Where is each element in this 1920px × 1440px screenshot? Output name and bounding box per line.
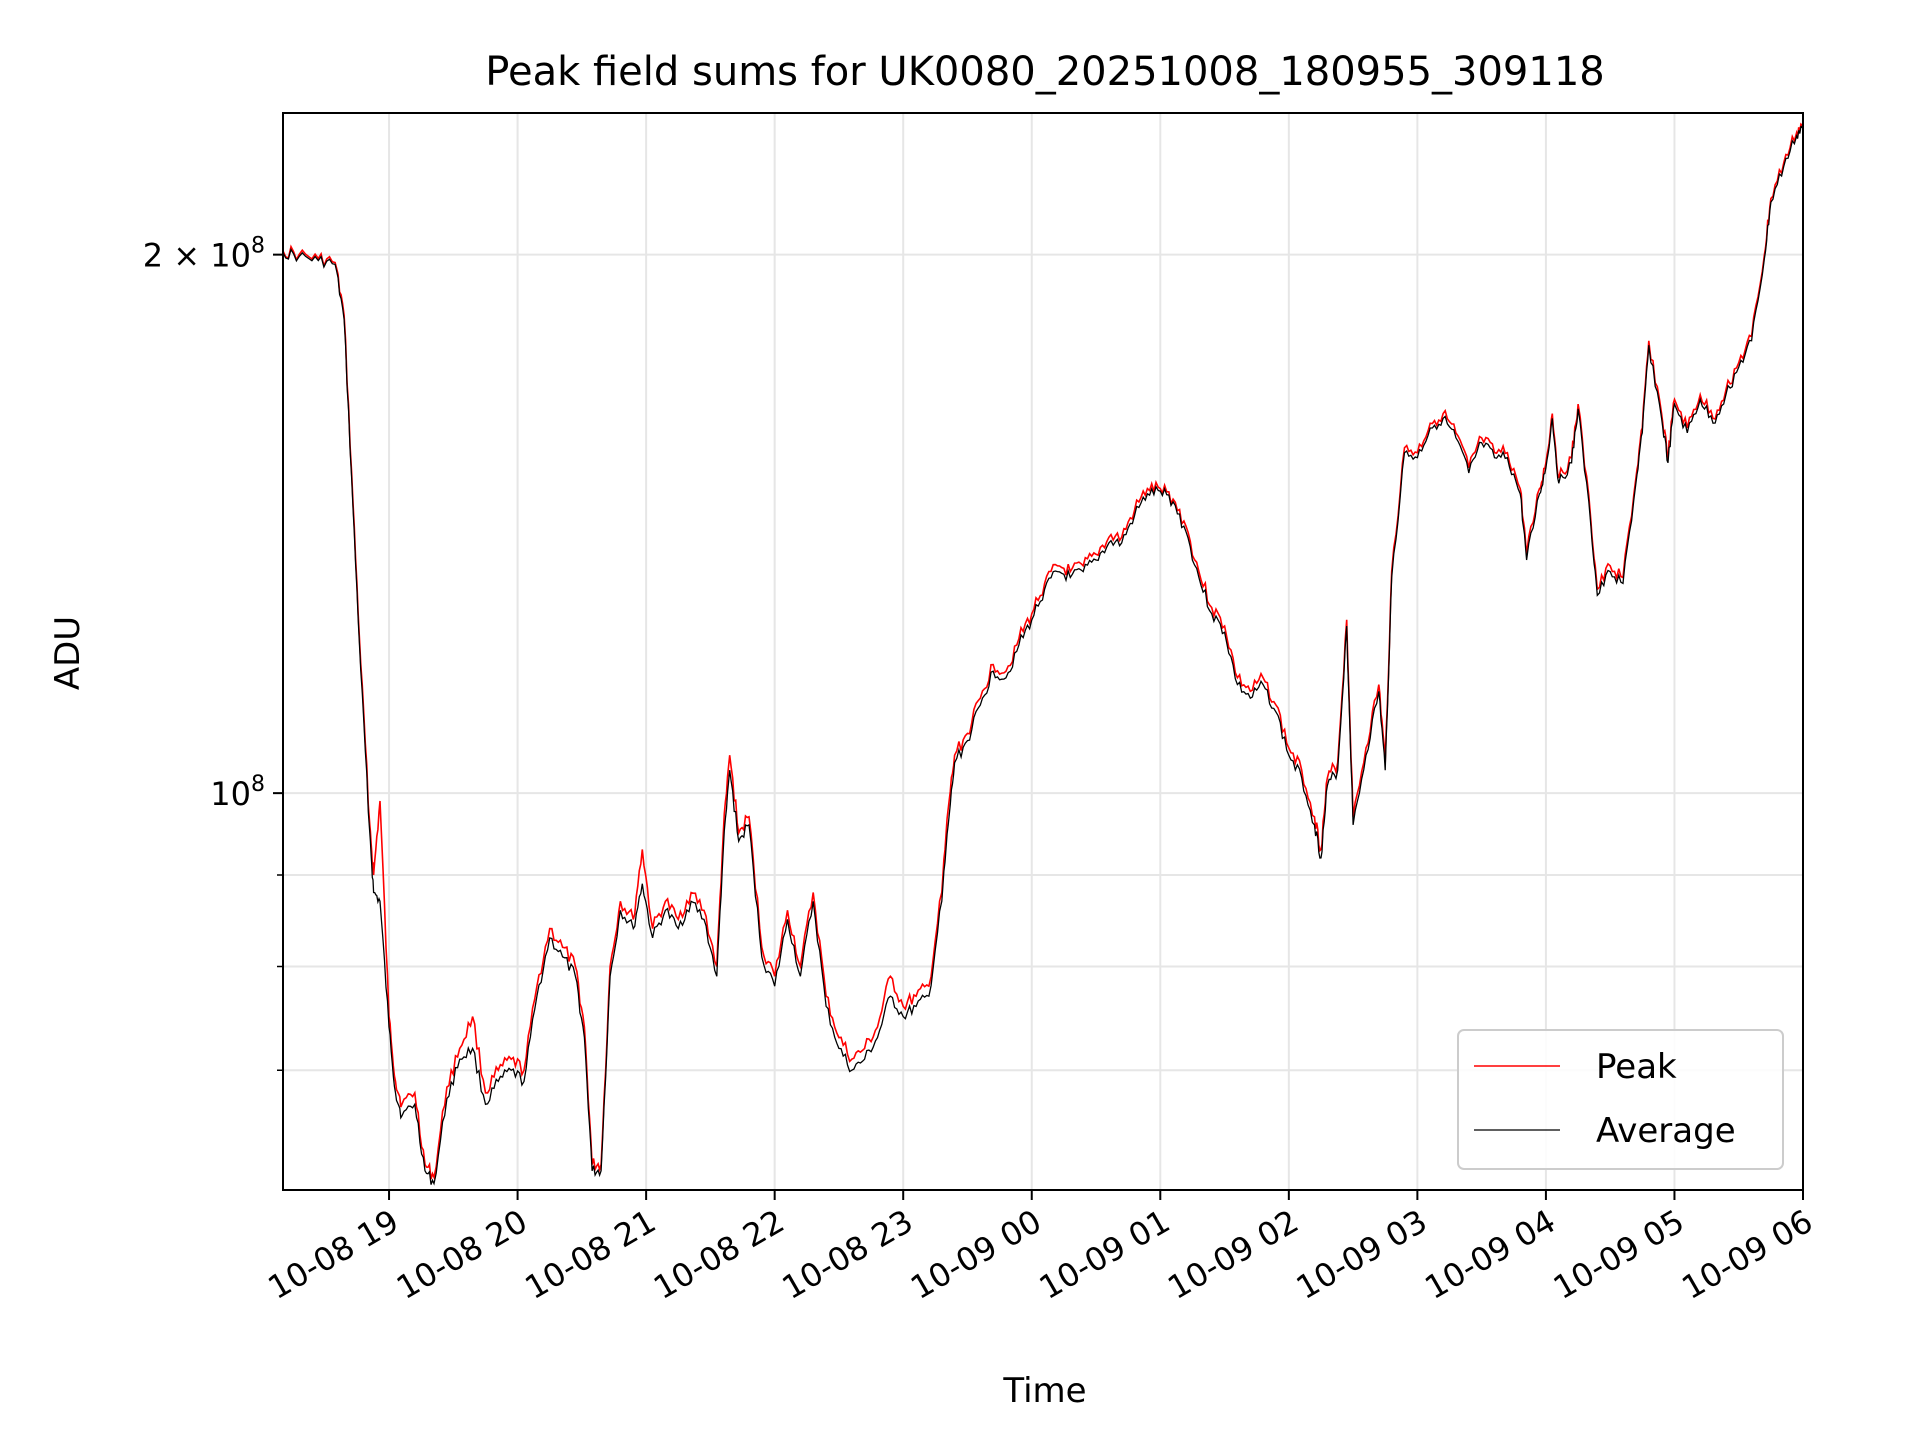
y-tick-label-base: 10 <box>210 775 251 813</box>
x-axis-label: Time <box>1002 1371 1086 1411</box>
x-tick-label: 10-08 22 <box>647 1202 791 1307</box>
x-tick-label: 10-09 05 <box>1547 1202 1691 1307</box>
x-tick-label: 10-09 03 <box>1290 1202 1434 1307</box>
plot-frame <box>282 112 1804 1191</box>
y-tick-label: 108 <box>210 772 265 813</box>
y-tick-label-base: 2 × 10 <box>143 237 251 275</box>
y-axis-label: ADU <box>48 616 88 690</box>
y-tick-label-exp: 8 <box>251 772 265 797</box>
x-tick-label: 10-09 02 <box>1161 1202 1305 1307</box>
legend-label-average: Average <box>1596 1111 1736 1151</box>
x-tick-label: 10-09 01 <box>1033 1202 1177 1307</box>
x-tick-label: 10-08 19 <box>261 1202 405 1307</box>
y-tick-label: 2 × 108 <box>143 234 265 275</box>
x-tick-label: 10-09 04 <box>1418 1202 1562 1307</box>
x-tick-label: 10-08 20 <box>390 1202 534 1307</box>
legend-label-peak: Peak <box>1596 1047 1677 1087</box>
plot-area <box>283 122 1803 1186</box>
x-tick-label: 10-08 23 <box>776 1202 920 1307</box>
series-line-average <box>283 124 1803 1186</box>
legend: Peak Average <box>1457 1029 1784 1170</box>
grid <box>283 113 1804 1190</box>
x-tick-label: 10-09 06 <box>1675 1202 1819 1307</box>
series-line-peak <box>283 122 1803 1180</box>
x-tick-label: 10-08 21 <box>519 1202 663 1307</box>
chart-title: Peak field sums for UK0080_20251008_1809… <box>485 49 1604 95</box>
x-tick-label: 10-09 00 <box>904 1202 1048 1307</box>
legend-box <box>1457 1029 1784 1170</box>
y-tick-label-exp: 8 <box>251 234 265 259</box>
